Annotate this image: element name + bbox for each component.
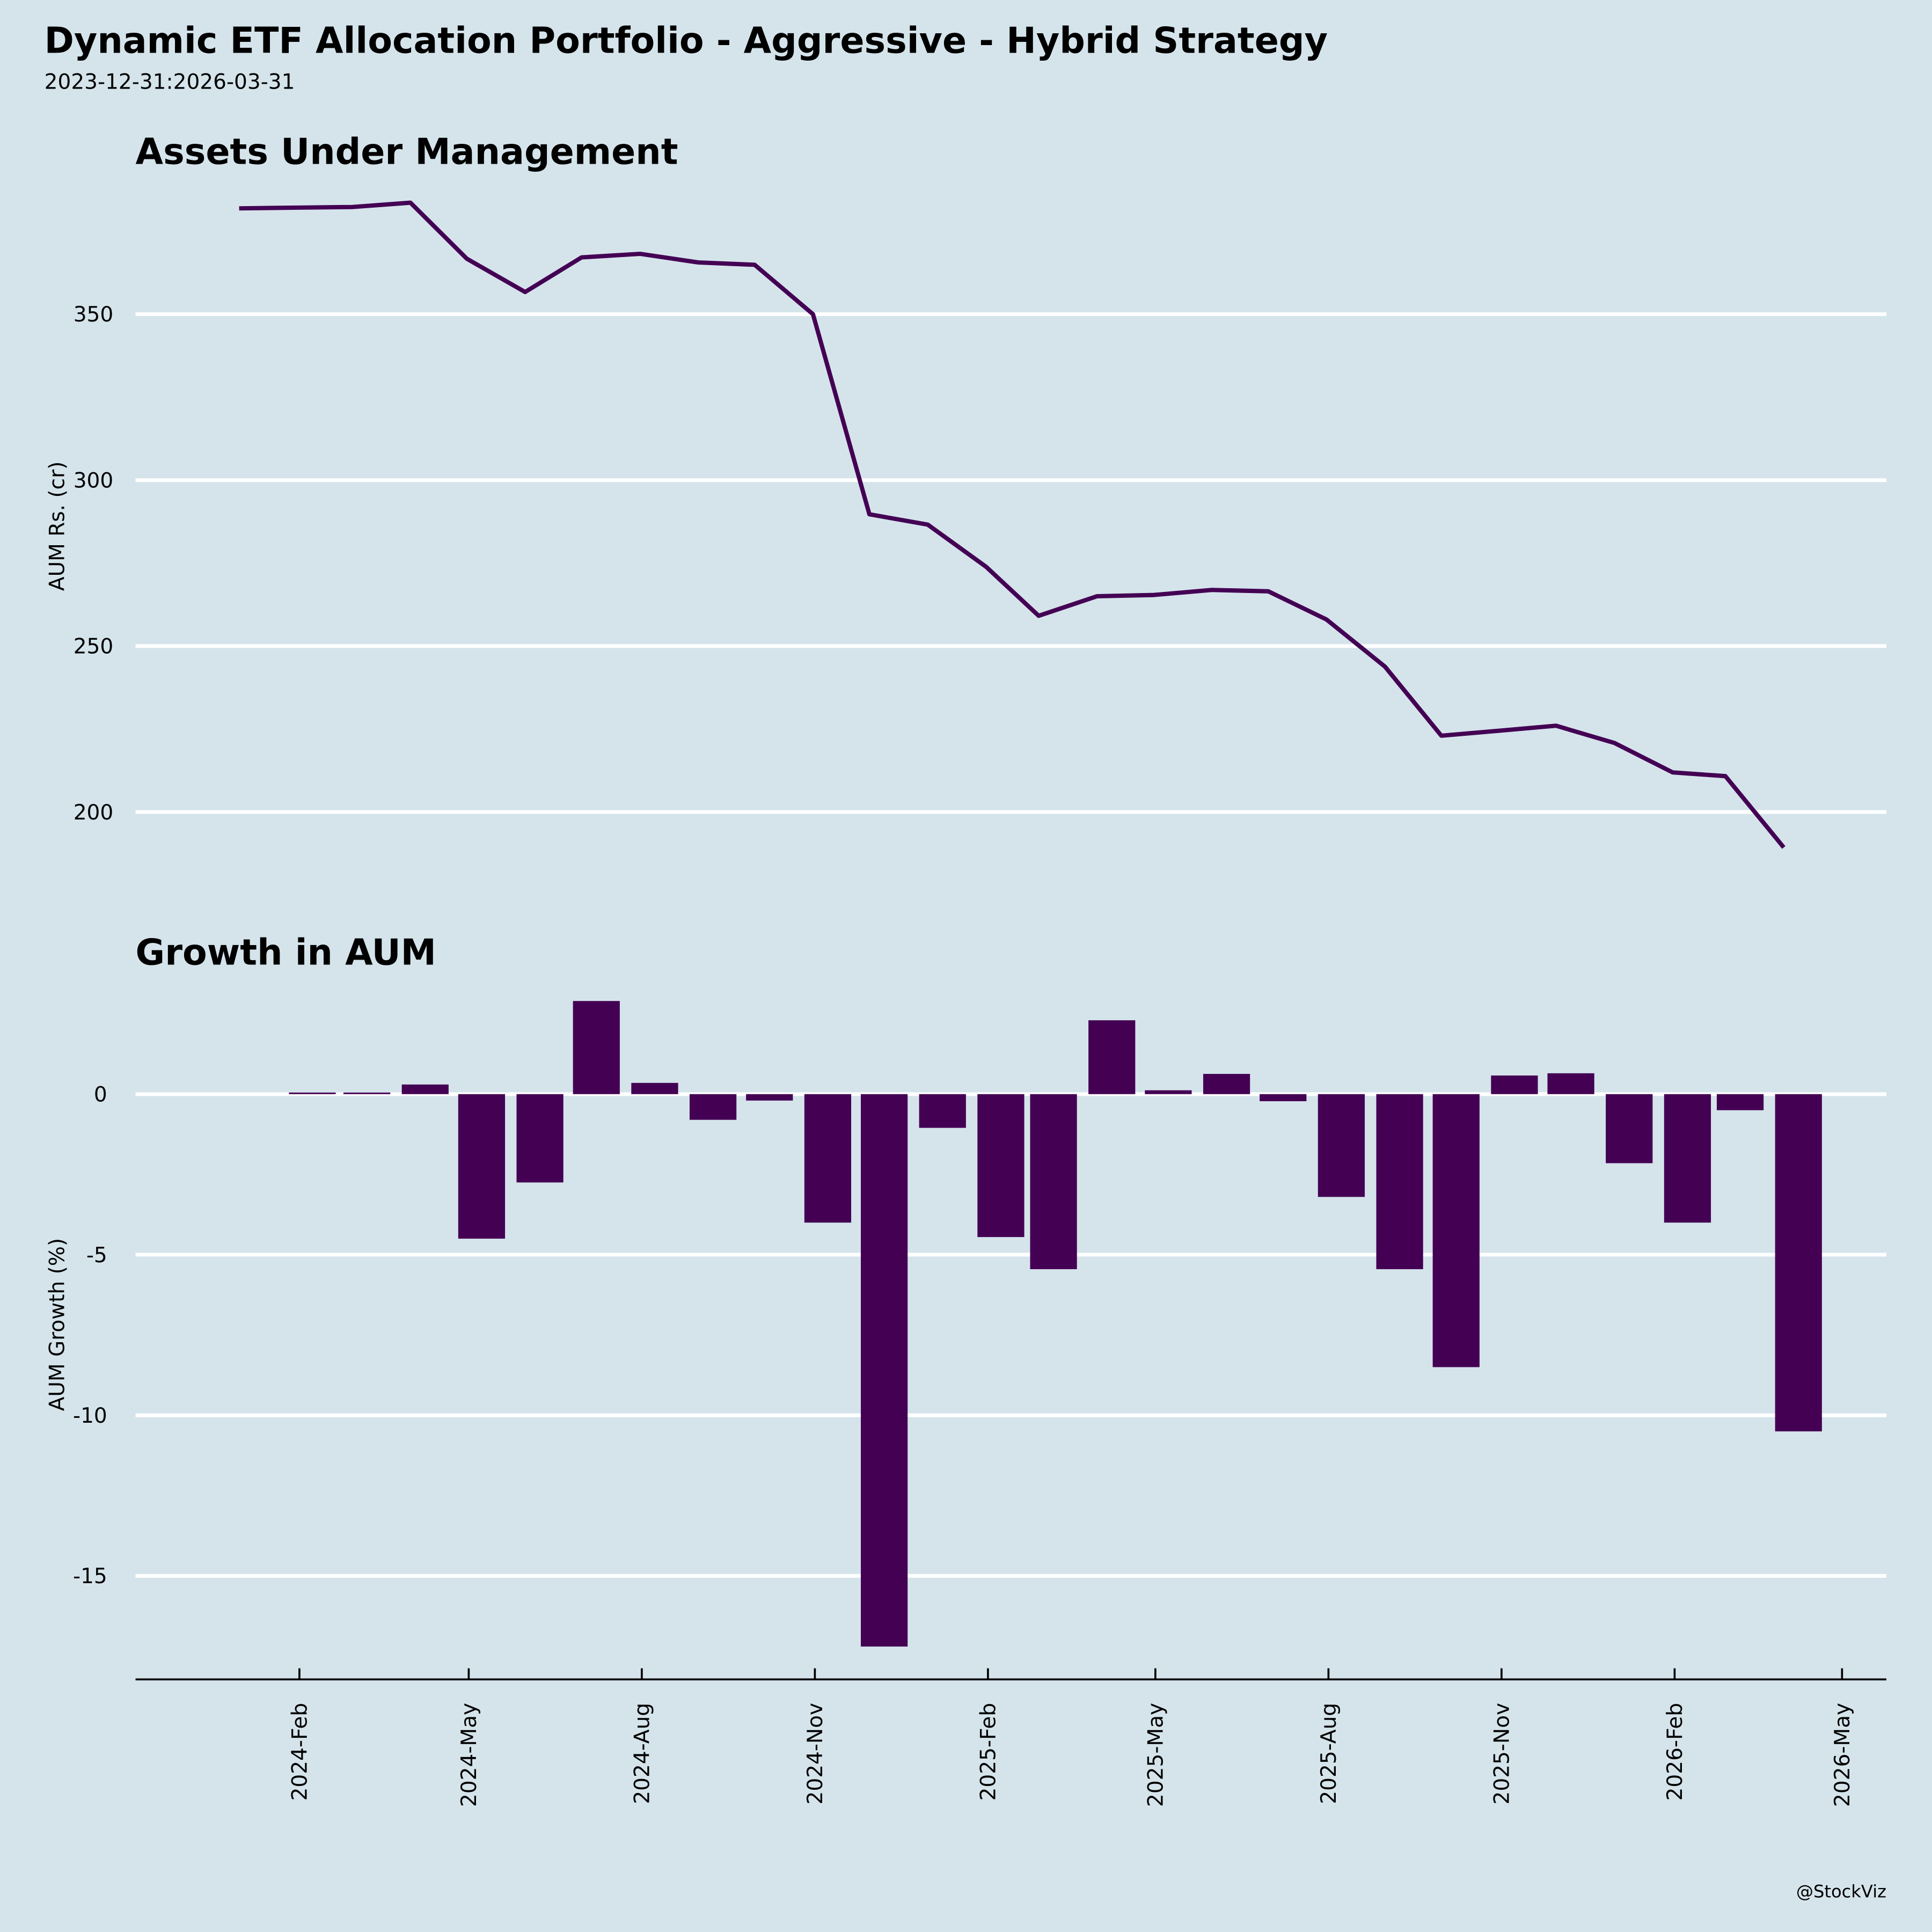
x-tick-label: 2024-Feb xyxy=(288,1703,312,1801)
growth-bar xyxy=(1260,1094,1307,1101)
growth-bar xyxy=(1432,1094,1480,1367)
aum-y-tick: 300 xyxy=(74,469,113,493)
growth-bar xyxy=(977,1094,1024,1238)
x-tick-label: 2024-May xyxy=(457,1703,481,1807)
growth-bar xyxy=(689,1094,737,1120)
growth-bar xyxy=(1088,1020,1136,1094)
growth-bar xyxy=(919,1094,966,1128)
aum-y-tick: 250 xyxy=(74,635,113,659)
x-tick-label: 2024-Aug xyxy=(631,1703,655,1804)
growth-bar xyxy=(1716,1094,1764,1110)
growth-bar xyxy=(746,1094,793,1101)
x-tick-label: 2024-Nov xyxy=(803,1703,828,1805)
growth-y-tick-labels: -15 -10 -5 0 xyxy=(73,1083,107,1589)
growth-bar xyxy=(631,1082,678,1094)
growth-bar xyxy=(1203,1074,1250,1094)
x-tick-label: 2025-Nov xyxy=(1490,1703,1514,1805)
page-title: Dynamic ETF Allocation Portfolio - Aggre… xyxy=(44,19,1328,62)
x-tick-label: 2025-May xyxy=(1144,1703,1168,1807)
growth-bar xyxy=(860,1094,908,1647)
date-range-subtitle: 2023-12-31:2026-03-31 xyxy=(44,70,295,95)
growth-bar xyxy=(401,1084,449,1094)
growth-y-tick: -5 xyxy=(86,1243,107,1268)
x-tick-label: 2025-Aug xyxy=(1317,1703,1341,1804)
aum-series xyxy=(239,200,1785,849)
growth-bars xyxy=(289,1001,1822,1647)
x-tick-label: 2026-May xyxy=(1831,1703,1855,1807)
x-tick-label: 2026-Feb xyxy=(1663,1703,1687,1801)
aum-y-axis-label: AUM Rs. (cr) xyxy=(45,462,69,591)
growth-bar xyxy=(1376,1094,1423,1269)
growth-bar xyxy=(1547,1073,1594,1094)
credit-label: @StockViz xyxy=(1796,1883,1887,1902)
growth-bar xyxy=(1664,1094,1711,1223)
growth-bar xyxy=(1491,1075,1538,1094)
growth-bar xyxy=(1775,1094,1822,1432)
growth-bar xyxy=(458,1094,506,1239)
growth-y-tick: -15 xyxy=(73,1564,107,1589)
growth-y-axis-label: AUM Growth (%) xyxy=(45,1238,69,1411)
aum-y-tick: 200 xyxy=(74,801,113,825)
growth-bar xyxy=(1145,1090,1192,1094)
x-tick-label: 2025-Feb xyxy=(977,1703,1001,1801)
aum-gridlines xyxy=(135,312,1887,814)
growth-bar xyxy=(516,1094,564,1183)
growth-bar xyxy=(804,1094,852,1223)
growth-y-tick: -10 xyxy=(73,1404,107,1428)
growth-bar xyxy=(1606,1094,1653,1163)
aum-y-tick: 350 xyxy=(74,303,113,327)
growth-bar xyxy=(343,1092,391,1094)
growth-bar xyxy=(289,1092,336,1094)
growth-y-tick: 0 xyxy=(94,1083,107,1107)
aum-chart-title: Assets Under Management xyxy=(135,130,678,173)
growth-bar xyxy=(573,1001,620,1094)
growth-chart-title: Growth in AUM xyxy=(135,931,436,974)
aum-line xyxy=(239,200,1785,849)
growth-bar xyxy=(1318,1094,1365,1197)
aum-y-tick-labels: 200 250 300 350 xyxy=(74,303,113,825)
x-axis: 2024-Feb 2024-May 2024-Aug 2024-Nov 2025-Feb… xyxy=(135,1668,1887,1807)
growth-bar xyxy=(1030,1094,1077,1269)
